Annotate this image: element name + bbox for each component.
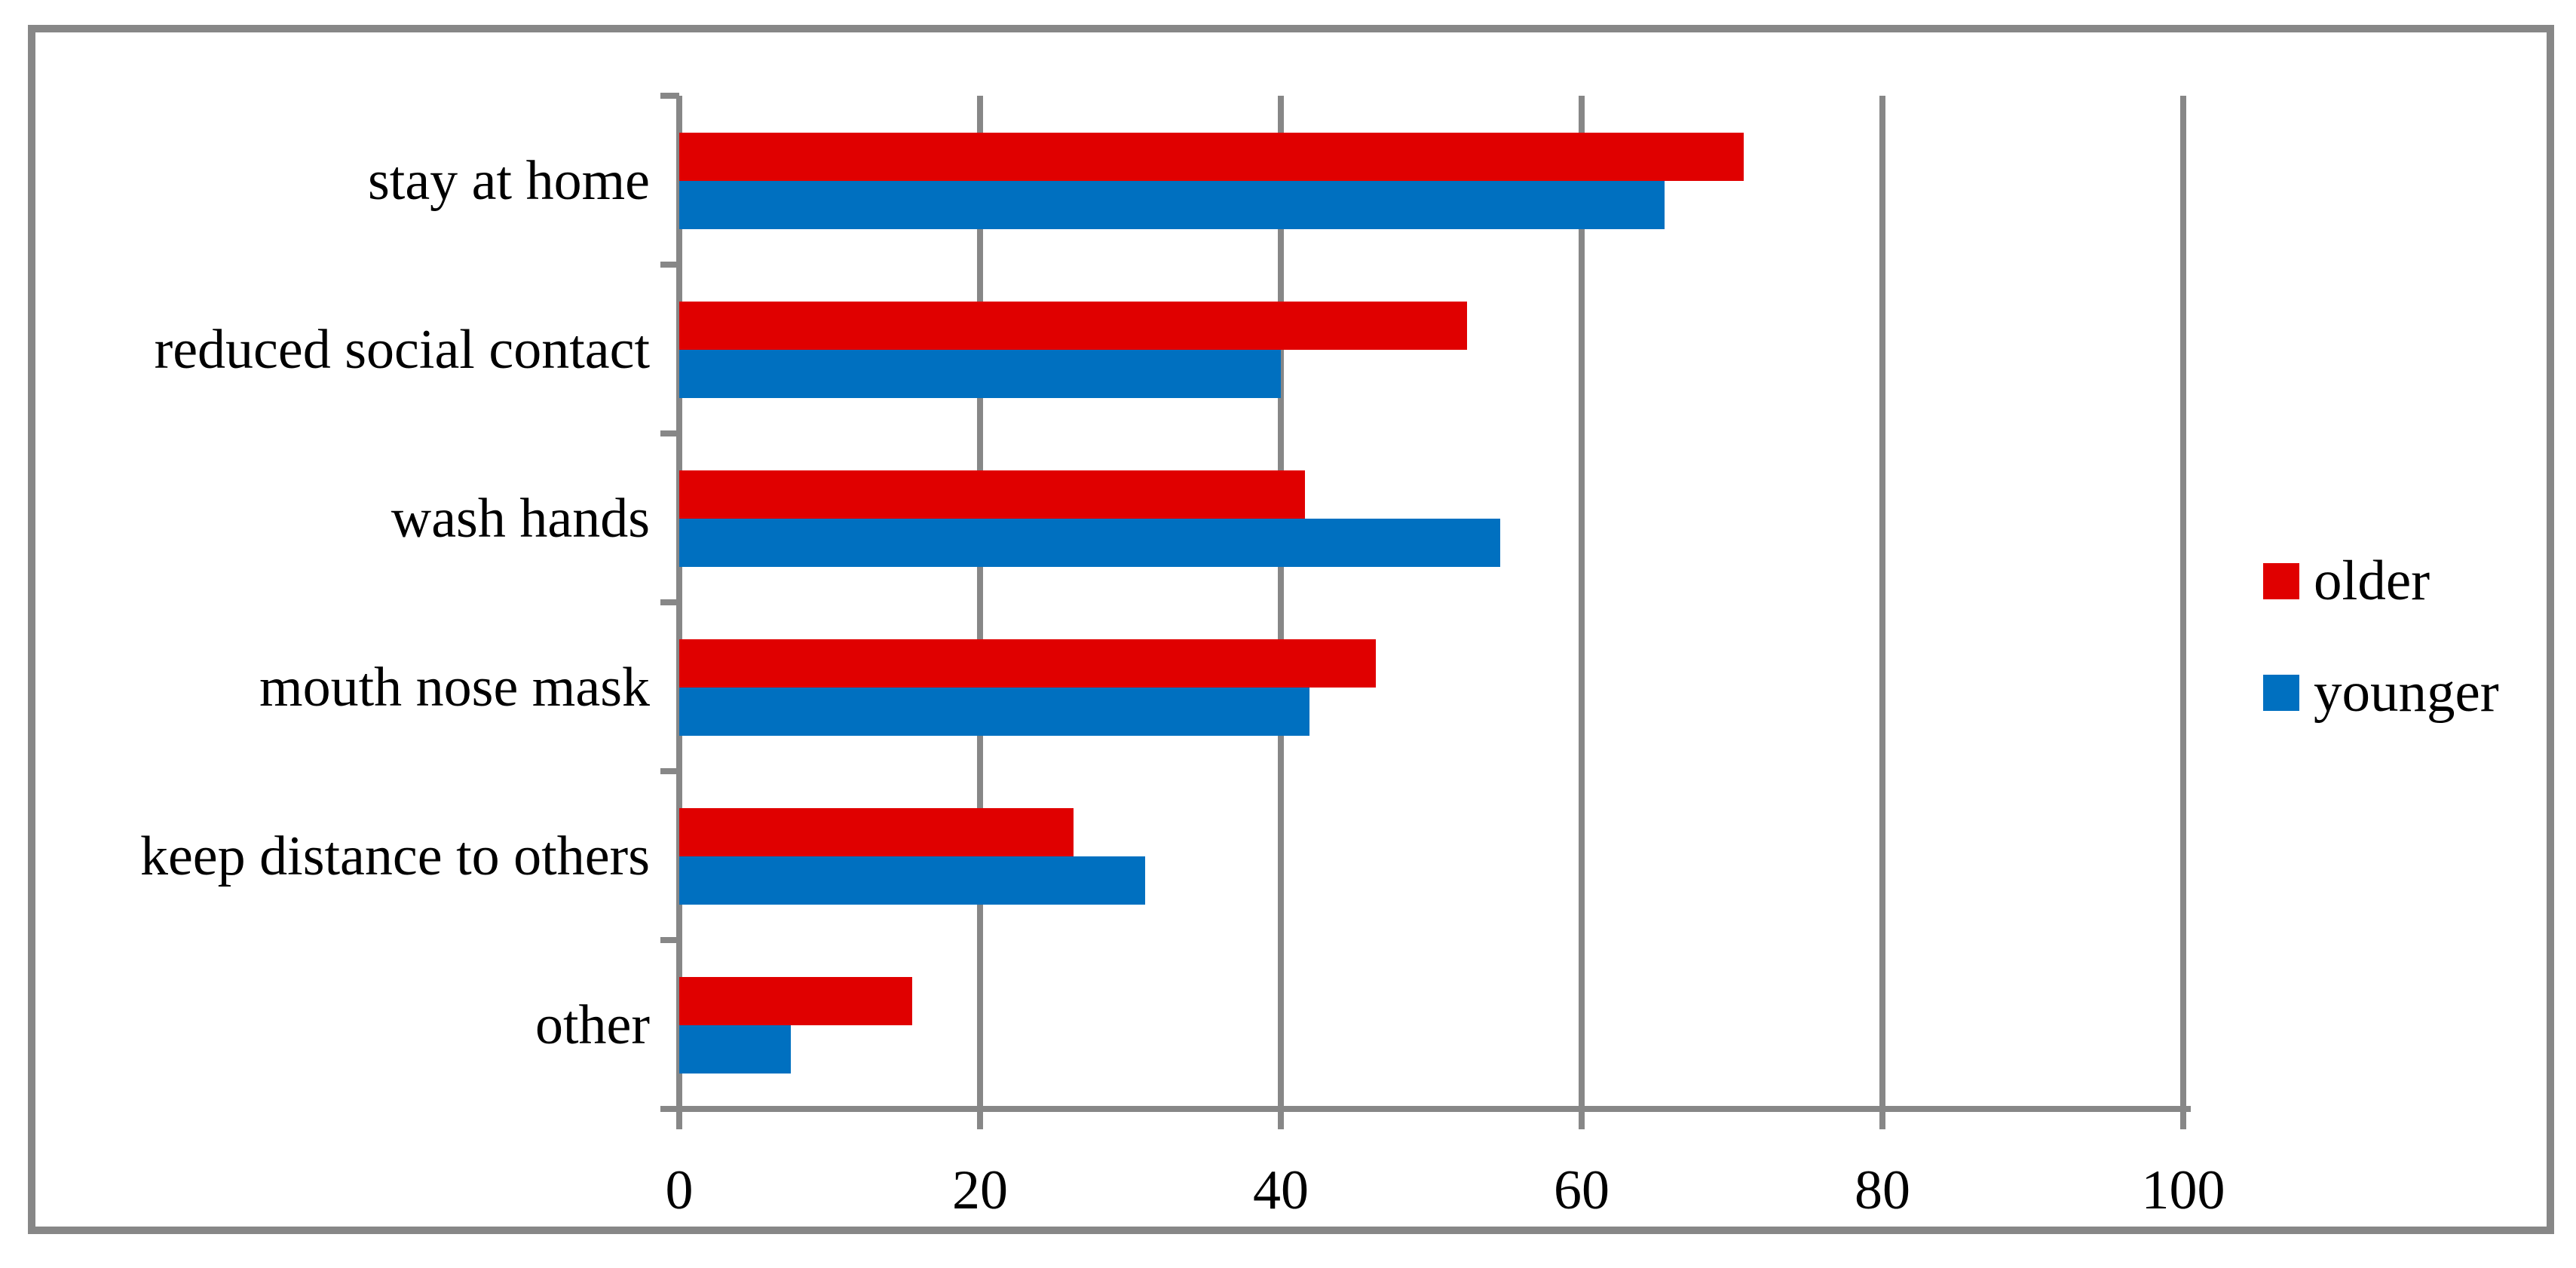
legend-swatch-younger: [2263, 675, 2299, 711]
bar-younger: [679, 856, 1145, 905]
category-tick: [660, 599, 679, 605]
x-tick-label-100: 100: [2141, 1159, 2225, 1221]
bar-younger: [679, 350, 1281, 398]
bar-younger: [679, 519, 1500, 567]
category-label: wash hands: [391, 488, 650, 550]
bar-older: [679, 133, 1744, 181]
legend-label-older: older: [2314, 550, 2431, 612]
category-tick: [660, 430, 679, 436]
category-tick: [660, 93, 679, 99]
bar-older: [679, 470, 1305, 519]
category-tick: [660, 937, 679, 943]
gridline-40: [1278, 96, 1284, 1129]
x-tick-label-60: 60: [1554, 1159, 1610, 1221]
x-axis-line: [660, 1106, 2191, 1112]
legend-label-younger: younger: [2314, 661, 2499, 724]
bar-younger: [679, 688, 1309, 736]
category-label: mouth nose mask: [259, 657, 650, 718]
bar-older: [679, 977, 912, 1025]
chart-frame: 0 20 40 60 80 100 stay at home reduced social c…: [28, 25, 2554, 1234]
gridline-100: [2180, 96, 2186, 1129]
x-tick-label-40: 40: [1253, 1159, 1309, 1221]
bar-older: [679, 302, 1467, 350]
bar-younger: [679, 1025, 791, 1074]
category-label: other: [534, 994, 650, 1056]
bar-younger: [679, 181, 1665, 229]
bar-older: [679, 639, 1376, 688]
x-tick-label-0: 0: [665, 1159, 694, 1221]
gridline-80: [1879, 96, 1885, 1129]
category-label: keep distance to others: [139, 825, 650, 887]
x-tick-label-20: 20: [952, 1159, 1008, 1221]
bar-older: [679, 808, 1074, 856]
x-tick-label-80: 80: [1855, 1159, 1910, 1221]
category-label: reduced social contact: [154, 319, 650, 381]
category-tick: [660, 768, 679, 774]
category-label: stay at home: [367, 150, 650, 212]
legend-swatch-older: [2263, 563, 2299, 599]
y-axis-line: [676, 96, 682, 1129]
category-tick: [660, 262, 679, 268]
gridline-20: [977, 96, 983, 1129]
gridline-60: [1579, 96, 1585, 1129]
